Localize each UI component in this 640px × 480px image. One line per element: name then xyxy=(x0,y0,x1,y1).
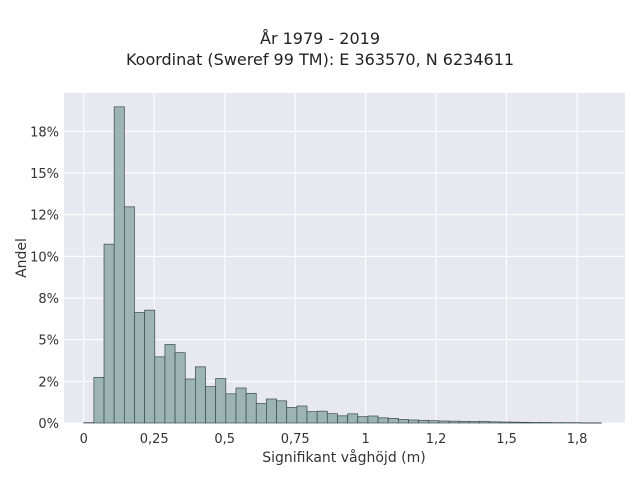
histogram-bar xyxy=(326,413,338,424)
y-tick-label: 10% xyxy=(30,250,59,265)
x-tick-label: 1,8 xyxy=(567,432,588,447)
histogram-bar xyxy=(529,422,541,424)
chart-title-line-1: År 1979 - 2019 xyxy=(260,29,380,48)
x-tick-label: 0,75 xyxy=(281,432,310,447)
x-tick-label: 0 xyxy=(80,432,88,447)
histogram-bar xyxy=(337,415,348,424)
histogram-bar xyxy=(438,420,450,424)
y-tick-label: 15% xyxy=(30,167,59,182)
x-tick-label: 1,2 xyxy=(426,432,447,447)
histogram-bar xyxy=(205,386,217,424)
histogram-bar xyxy=(255,403,267,424)
y-tick-label: 2% xyxy=(38,375,59,390)
x-tick-label: 0,5 xyxy=(214,432,235,447)
histogram-bar xyxy=(235,387,247,424)
x-tick-label: 0,25 xyxy=(140,432,169,447)
x-axis-label: Signifikant våghöjd (m) xyxy=(262,449,425,466)
histogram-bar xyxy=(540,422,551,424)
histogram-bar xyxy=(164,344,176,424)
histogram-bar xyxy=(276,400,288,424)
histogram-bar xyxy=(316,410,328,424)
histogram-bar xyxy=(489,421,501,424)
histogram-bar xyxy=(174,352,186,424)
histogram-bar xyxy=(245,392,257,424)
histogram-bar xyxy=(225,393,237,424)
histogram-bar xyxy=(357,416,369,424)
histogram-bar xyxy=(134,312,145,424)
y-tick-label: 12% xyxy=(30,209,59,224)
histogram-bar xyxy=(195,366,206,424)
histogram-bar xyxy=(154,356,166,424)
histogram-bar xyxy=(418,419,430,424)
histogram-bar xyxy=(519,421,531,424)
histogram-bar xyxy=(347,413,359,424)
x-tick-label: 1,5 xyxy=(496,432,517,447)
histogram-bar xyxy=(367,415,379,424)
histogram-bar xyxy=(469,421,480,424)
histogram-bar xyxy=(296,405,308,424)
histogram-bar xyxy=(387,417,399,424)
y-tick-label: 5% xyxy=(38,334,59,349)
histogram-bar xyxy=(286,407,298,424)
histogram-bar xyxy=(93,376,105,424)
histogram-bar xyxy=(144,309,156,424)
histogram-bar xyxy=(266,398,277,424)
histogram-bar xyxy=(215,378,227,424)
histogram-bar xyxy=(397,419,409,424)
histogram-bar xyxy=(428,420,440,424)
histogram-bar xyxy=(306,411,318,424)
histogram-bar xyxy=(479,421,491,424)
y-tick-label: 8% xyxy=(38,292,59,307)
y-tick-label: 0% xyxy=(38,417,59,432)
y-tick-label: 18% xyxy=(30,125,59,140)
chart-title-line-2: Koordinat (Sweref 99 TM): E 363570, N 62… xyxy=(125,50,515,69)
histogram-bar xyxy=(123,206,135,424)
y-axis-label: Andel xyxy=(14,238,30,278)
histogram-bar xyxy=(499,421,511,424)
histogram-bar xyxy=(103,243,115,424)
histogram-bar xyxy=(408,419,419,424)
histogram-bar xyxy=(458,420,470,424)
histogram-bar xyxy=(377,417,389,424)
histogram-bar xyxy=(509,421,521,424)
histogram-bar xyxy=(184,378,196,424)
histogram-bar xyxy=(113,106,125,424)
histogram-bar xyxy=(448,420,460,424)
x-tick-label: 1 xyxy=(362,432,370,447)
